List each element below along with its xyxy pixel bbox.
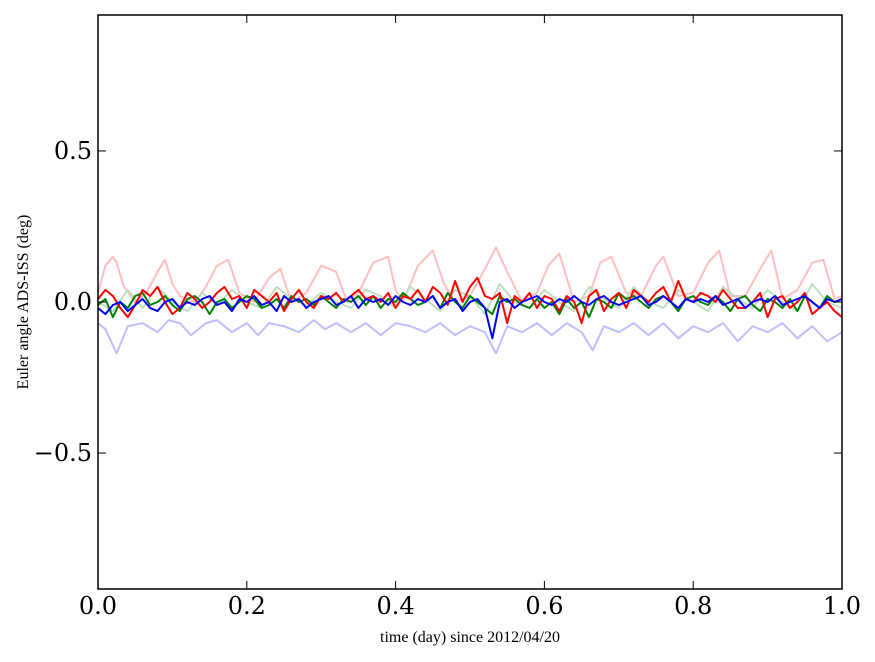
x-tick-label: 0.2 [228, 592, 266, 620]
series-line-2 [97, 319, 843, 355]
x-tick-label: 0.8 [674, 592, 712, 620]
x-tick-label: 0.6 [525, 592, 563, 620]
series-line-5 [97, 295, 843, 340]
y-tick-label: −0.5 [34, 439, 92, 467]
x-tick-label: 0.0 [79, 592, 117, 620]
x-tick-label: 0.4 [377, 592, 415, 620]
series-layer [97, 246, 843, 355]
y-axis-label: Euler angle ADS-ISS (deg) [15, 215, 32, 390]
y-tick-label: 0.0 [54, 288, 92, 316]
x-tick-label: 1.0 [823, 592, 861, 620]
y-tick-label: 0.5 [54, 137, 92, 165]
tick-layer: 0.0 0.2 0.4 0.6 0.8 1.0 0.5 0.0 −0.5 [34, 15, 861, 620]
x-axis-label: time (day) since 2012/04/20 [380, 629, 560, 646]
